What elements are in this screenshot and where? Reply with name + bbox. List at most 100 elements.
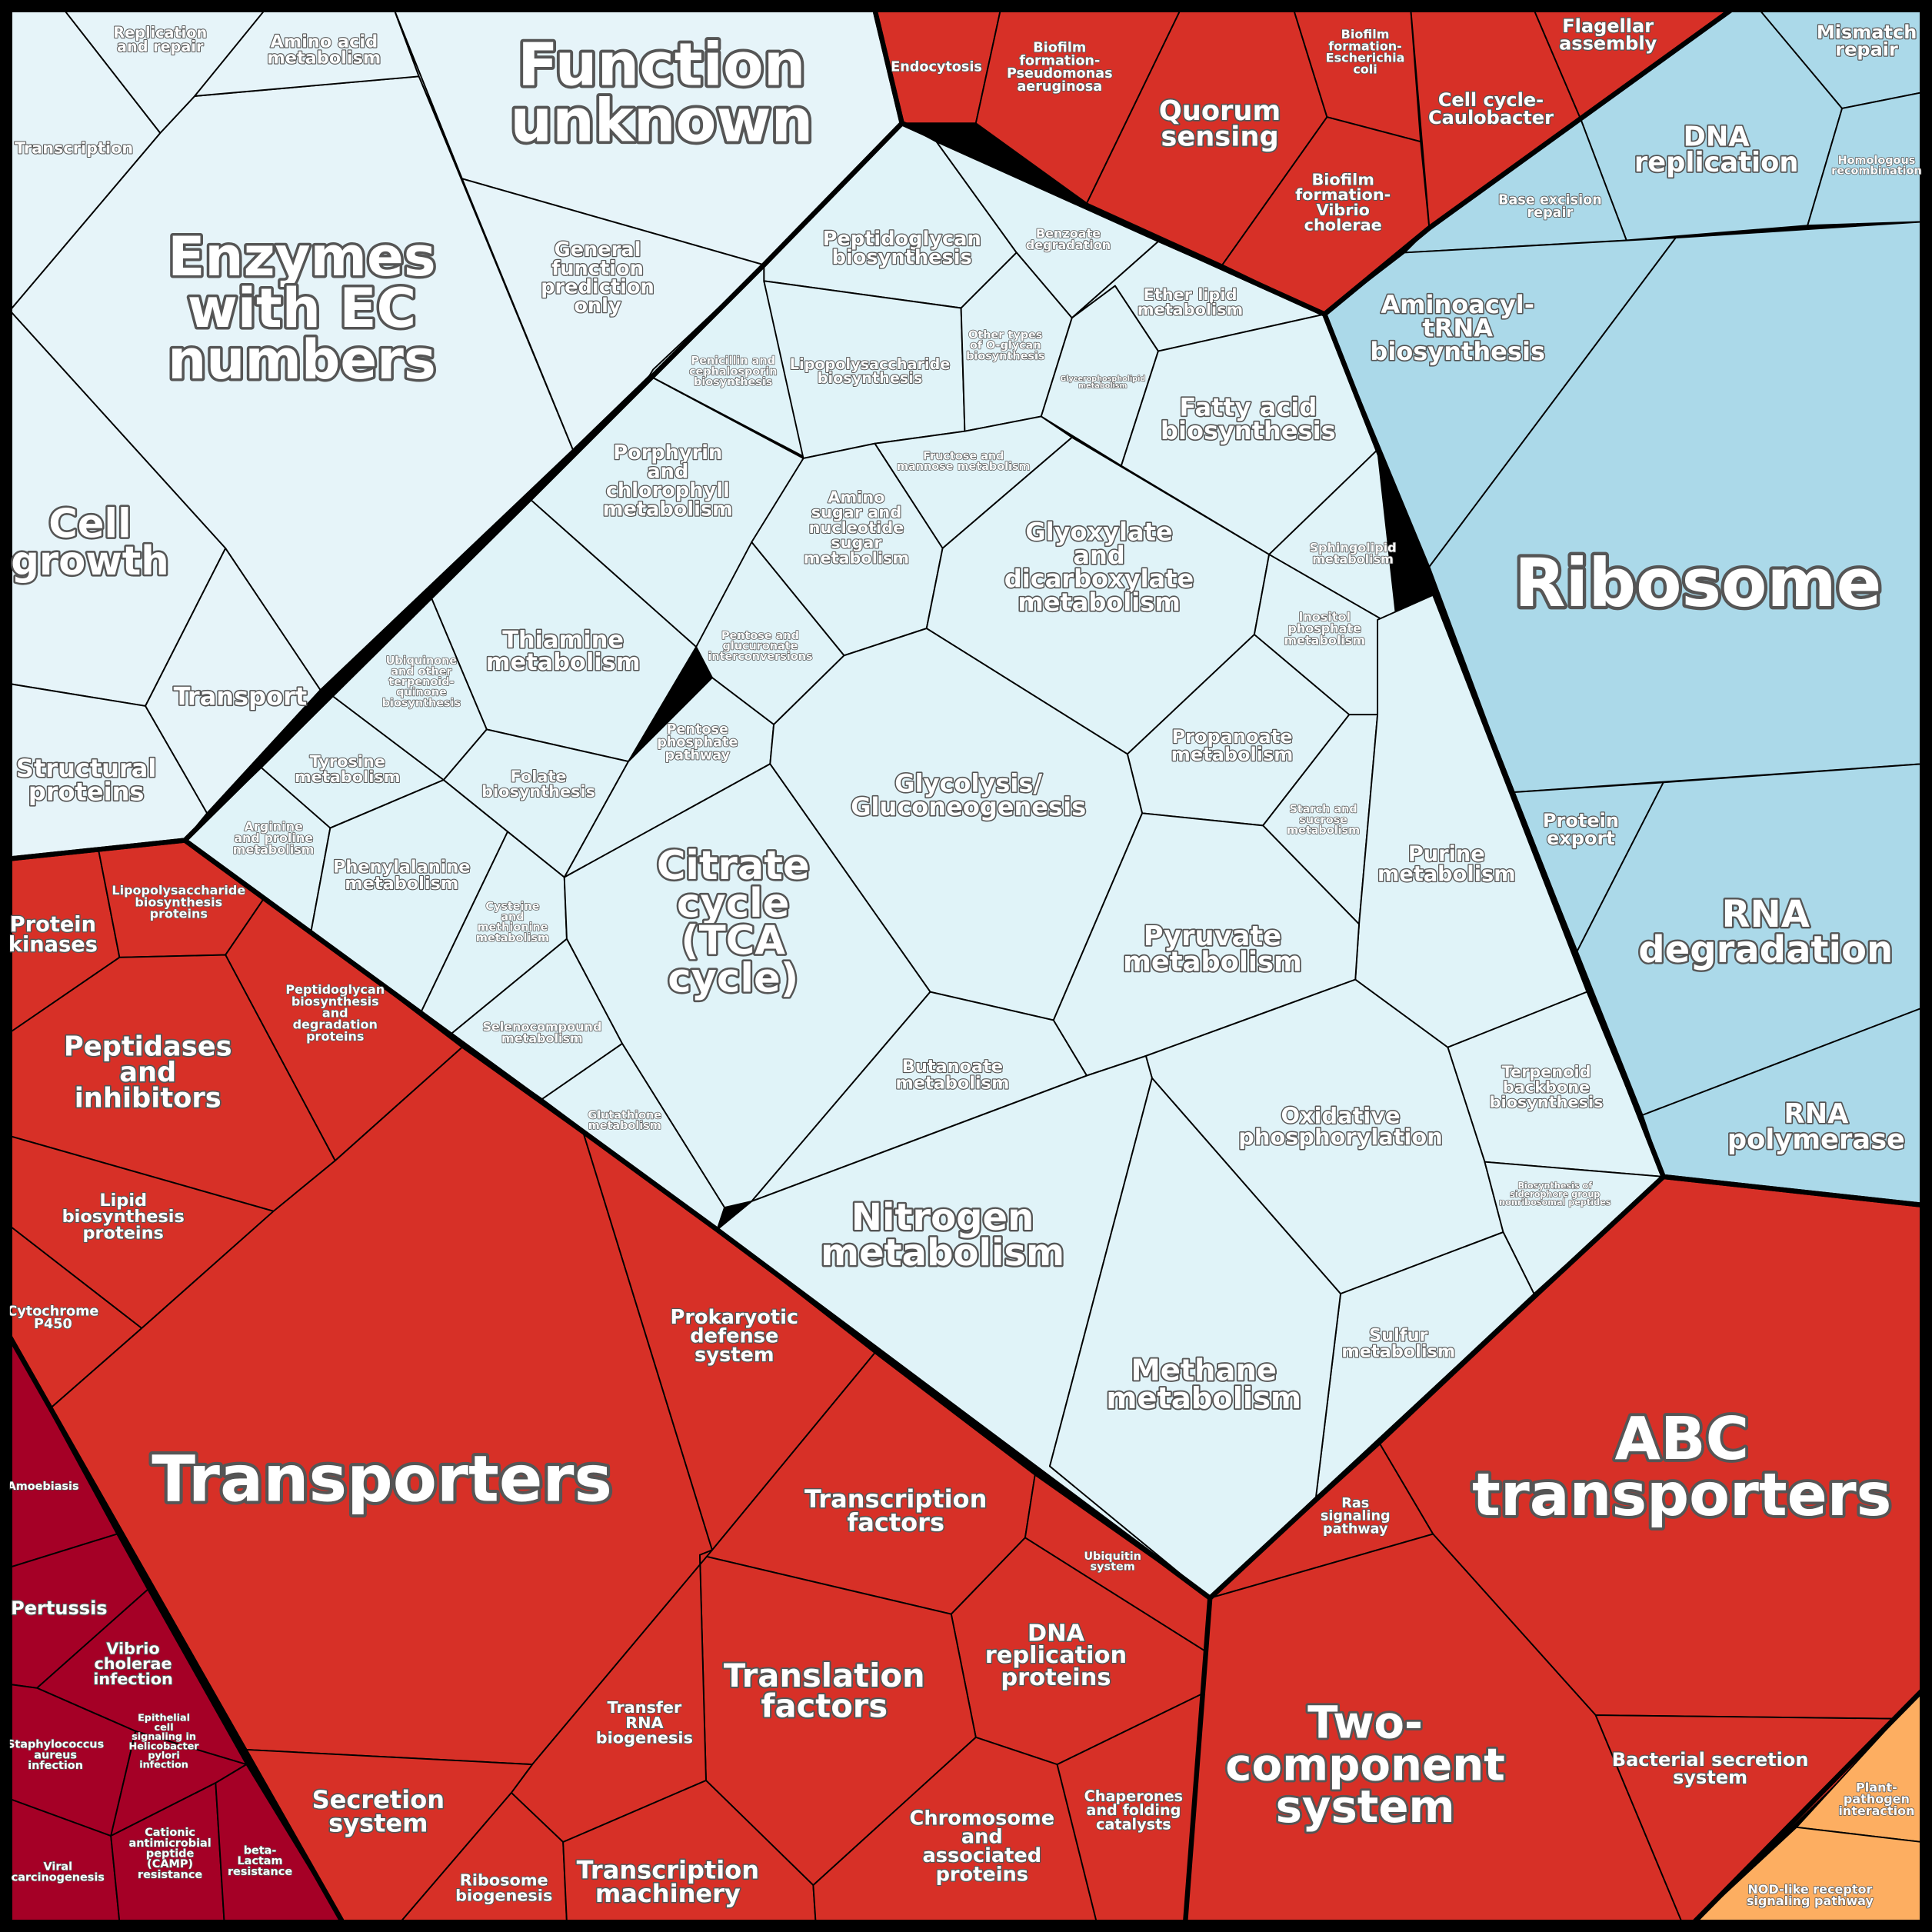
label-line: (CAMP) [147,1858,193,1870]
label-line: biosynthesis [481,782,595,801]
label-citrate-cycle-tca-cycle: Citrate cycle (TCA cycle) [657,843,810,1001]
label-line: Flagellar [1562,15,1654,37]
label-line: Staphylococcus [7,1739,104,1751]
label-line: replication [985,1642,1127,1669]
label-line: Ribosome [460,1871,548,1890]
label-line: metabolism [804,549,909,568]
label-lipopolysaccharide-biosynthesis-proteins: Lipopolysaccharide biosynthesis proteins [112,883,245,921]
label-line: infection [139,1760,188,1771]
label-line: function [551,257,644,280]
label-line: and [647,461,688,484]
label-line: cholerae [1304,216,1382,235]
label-ras-signaling-pathway: Ras signaling pathway [1321,1496,1391,1537]
label-line: Folate [511,767,567,785]
label-line: biosynthesis [291,994,379,1008]
label-line: metabolism [821,1231,1064,1274]
label-line: transporters [1472,1461,1891,1530]
label-line: Peptidoglycan [285,982,385,997]
label-line: metabolism [1287,824,1360,837]
label-line: signaling [1321,1509,1391,1524]
label-line: antimicrobial [128,1837,211,1850]
label-line: sucrose [1299,814,1347,826]
label-glutathione-metabolism: Glutathione metabolism [588,1109,661,1132]
label-purine-metabolism: Purine metabolism [1377,843,1516,887]
label-line: terpenoid- [388,676,454,688]
label-line: proteins [83,1223,164,1243]
label-line: General [555,238,641,261]
label-butanoate-metabolism: Butanoate metabolism [895,1057,1009,1093]
label-line: Transport [174,681,308,711]
label-line: Base excision [1498,192,1602,208]
label-oxidative-phosphorylation: Oxidative phosphorylation [1238,1103,1442,1150]
label-line: Pyruvate [1144,921,1281,952]
label-line: RNA [1784,1098,1849,1130]
label-nod-like-receptor-signaling-pathway: NOD-like receptor signaling pathway [1747,1882,1874,1908]
label-line: Biosynthesis of [1517,1181,1592,1191]
label-line: machinery [595,1879,741,1908]
label-line: metabolism [1171,744,1293,765]
label-beta-lactam-resistance: beta-Lactam resistance [228,1844,292,1877]
label-line: Ribosome [1514,545,1881,622]
label-penicillin-and-cephalosporin-biosynthesis: Penicillin and cephalosporin biosynthesis [689,355,778,388]
label-line: metabolism [1312,552,1394,567]
label-pyruvate-metabolism: Pyruvate metabolism [1123,921,1302,978]
label-line: Peptidoglycan [823,228,981,251]
label-line: Transfer [607,1698,682,1717]
label-epithelial-cell-signaling-in-helicobacter-pylori-infection: Epithelial cell signaling in Helicobacter py… [129,1713,200,1771]
label-line: Lipopolysaccharide [112,883,245,898]
label-cationic-antimicrobial-peptide-camp-resistance: Cationic antimicrobial peptide (CAMP) resist… [128,1827,211,1881]
label-line: biosynthesis [832,246,972,269]
label-line: Lactam [237,1855,282,1867]
label-line: recombination [1831,165,1922,178]
label-line: Aminoacyl- [1381,290,1534,319]
label-amoebiasis: Amoebiasis [8,1481,79,1493]
label-line: pathway [665,748,730,763]
label-lipid-biosynthesis-proteins: Lipid biosynthesis proteins [62,1191,185,1244]
label-line: metabolism [233,842,315,857]
label-enzymes-with-ec-numbers: Enzymes with EC numbers [168,225,436,391]
label-line: Peptidases [64,1031,232,1063]
label-ether-lipid-metabolism: Ether lipid metabolism [1138,285,1243,319]
label-vibrio-cholerae-infection: Vibrio cholerae infection [93,1639,173,1688]
label-line: Purine [1408,843,1485,867]
label-line: metabolism [476,932,549,944]
label-line: Protein [10,913,96,937]
label-line: Ether lipid [1144,285,1237,304]
label-line: beta- [244,1844,277,1857]
label-other-types-of-o-glycan-biosynthesis: Other types of O-glycan biosynthesis [966,329,1044,362]
label-line: and [1073,541,1124,570]
label-line: sensing [1161,121,1278,152]
label-line: RNA [625,1714,664,1732]
label-line: methionine [477,921,548,934]
label-amino-sugar-and-nucleotide-sugar-metabolism: Amino sugar and nucleotide sugar metabolism [804,488,909,567]
label-line: mannose metabolism [897,461,1031,473]
label-line: Endocytosis [891,60,982,75]
label-line: proteins [306,1029,364,1044]
label-line: tRNA [1422,313,1493,342]
label-line: P450 [34,1317,72,1332]
label-line: Benzoate [1036,226,1101,241]
label-line: Propanoate [1172,726,1293,748]
label-line: component [1225,1738,1505,1790]
label-line: Pentose and [721,630,799,642]
label-line: Pseudomonas [1007,66,1113,82]
label-lipopolysaccharide-biosynthesis: Lipopolysaccharide biosynthesis [790,355,951,387]
label-line: infection [28,1760,83,1772]
cells-layer [8,8,1924,1924]
label-line: chlorophyll [606,479,730,502]
label-line: Function [518,32,805,100]
label-line: Cysteine [485,901,539,913]
label-plant-pathogen-interaction: Plant-pathogen interaction [1838,1780,1914,1817]
label-viral-carcinogenesis: Viral carcinogenesis [12,1861,105,1884]
label-line: proteins [28,778,145,807]
label-line: aeruginosa [1017,79,1102,95]
label-line: RNA [1722,893,1810,936]
label-biofilm-formation-vibrio-cholerae: Biofilm formation-Vibrio cholerae [1295,170,1391,234]
label-line: phosphorylation [1238,1124,1442,1150]
label-line: Glyoxylate [1025,517,1172,546]
label-line: Vibrio [1316,201,1369,219]
label-line: Transcription [577,1855,759,1884]
label-tyrosine-metabolism: Tyrosine metabolism [295,752,400,786]
label-line: carcinogenesis [12,1871,105,1884]
label-line: biogenesis [596,1729,693,1747]
